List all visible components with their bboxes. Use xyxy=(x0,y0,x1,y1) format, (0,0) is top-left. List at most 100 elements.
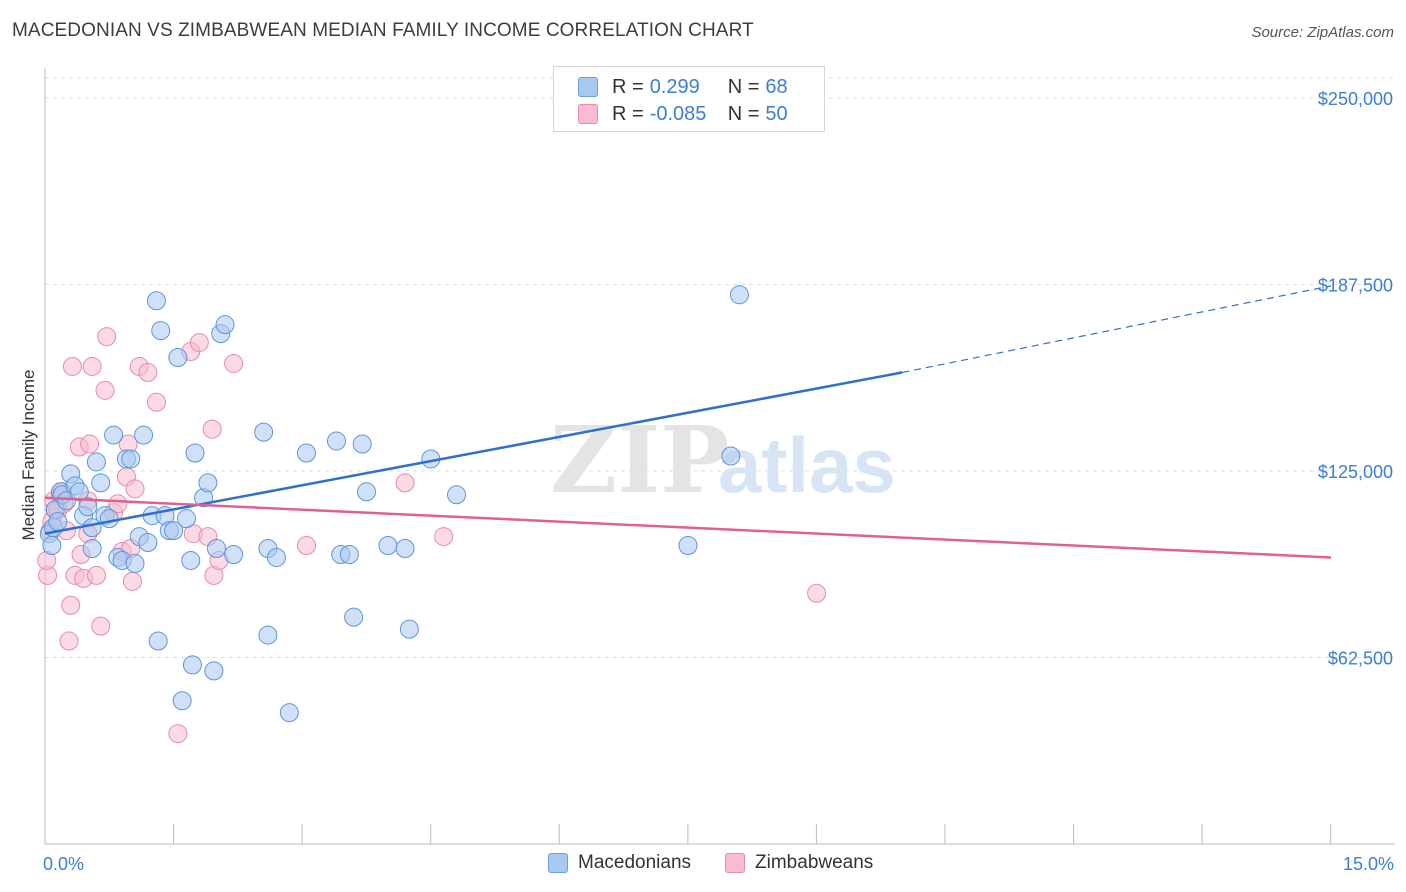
trend-line-zimbabweans xyxy=(44,496,1332,559)
y-tick-labels: $62,500 $125,000 $187,500 $250,000 xyxy=(1318,89,1393,669)
legend-swatch-zimbabweans xyxy=(725,853,746,873)
point-macedonians xyxy=(125,553,145,573)
point-zimbabweans xyxy=(80,434,100,454)
point-macedonians xyxy=(176,509,196,529)
trend-lines xyxy=(44,285,1332,559)
legend-label-macedonians: Macedonians xyxy=(578,852,692,873)
point-macedonians xyxy=(215,315,235,335)
y-tick-label: $250,000 xyxy=(1318,89,1393,109)
point-macedonians xyxy=(78,497,98,517)
watermark-zip: ZIP xyxy=(550,406,729,514)
point-zimbabweans xyxy=(61,595,81,615)
point-macedonians xyxy=(326,431,346,451)
legend-label-zimbabweans: Zimbabweans xyxy=(755,852,874,873)
point-zimbabweans xyxy=(125,479,145,499)
point-macedonians xyxy=(164,521,184,541)
point-macedonians xyxy=(204,661,224,681)
point-zimbabweans xyxy=(82,356,102,376)
point-zimbabweans xyxy=(138,362,158,382)
point-zimbabweans xyxy=(434,527,454,547)
point-macedonians xyxy=(151,321,171,341)
x-tick-label: 15.0% xyxy=(1343,854,1394,874)
point-macedonians xyxy=(104,425,124,445)
point-zimbabweans xyxy=(189,333,209,353)
point-macedonians xyxy=(86,452,106,472)
y-tick-label: $62,500 xyxy=(1328,648,1393,668)
point-zimbabweans xyxy=(91,616,111,636)
legend-item-zimbabweans: Zimbabweans xyxy=(725,852,873,874)
point-zimbabweans xyxy=(122,571,142,591)
point-macedonians xyxy=(121,449,141,469)
point-macedonians xyxy=(182,655,202,675)
point-macedonians xyxy=(258,625,278,645)
point-macedonians xyxy=(296,443,316,463)
point-macedonians xyxy=(134,425,154,445)
point-macedonians xyxy=(378,536,398,556)
point-zimbabweans xyxy=(59,631,79,651)
point-zimbabweans xyxy=(202,419,222,439)
point-macedonians xyxy=(99,509,119,529)
point-macedonians xyxy=(399,619,419,639)
point-macedonians xyxy=(721,446,741,466)
point-zimbabweans xyxy=(168,724,188,744)
point-macedonians xyxy=(181,550,201,570)
point-macedonians xyxy=(48,512,68,532)
series-zimbabweans xyxy=(37,327,827,744)
y-tick-label: $187,500 xyxy=(1318,275,1393,295)
gridlines xyxy=(45,77,1395,658)
x-tick-label: 0.0% xyxy=(43,854,84,874)
correlation-legend: R = 0.299 N = 68 R = -0.085 N = 50 xyxy=(553,66,825,132)
point-macedonians xyxy=(344,607,364,627)
point-zimbabweans xyxy=(296,536,316,556)
point-macedonians xyxy=(266,547,286,567)
point-macedonians xyxy=(69,482,89,502)
point-zimbabweans xyxy=(95,380,115,400)
point-macedonians xyxy=(42,536,62,556)
chart-title: MACEDONIAN VS ZIMBABWEAN MEDIAN FAMILY I… xyxy=(12,20,754,41)
point-macedonians xyxy=(224,544,244,564)
point-zimbabweans xyxy=(97,327,117,347)
legend-r-label: R = xyxy=(612,75,644,98)
point-zimbabweans xyxy=(62,356,82,376)
axes xyxy=(44,68,1395,845)
point-macedonians xyxy=(172,691,192,711)
legend-row-zimbabweans: R = -0.085 N = 50 xyxy=(578,100,788,128)
trend-line-macedonians xyxy=(44,371,903,535)
point-macedonians xyxy=(91,473,111,493)
legend-swatch-macedonians xyxy=(578,77,598,97)
x-tick-labels: 0.0% 15.0% xyxy=(43,854,1394,874)
point-macedonians xyxy=(352,434,372,454)
point-macedonians xyxy=(198,473,218,493)
legend-n-label: N = xyxy=(727,102,760,125)
point-macedonians xyxy=(254,422,274,442)
point-macedonians xyxy=(138,533,158,553)
source-credit: Source: ZipAtlas.com xyxy=(1251,24,1394,41)
point-zimbabweans xyxy=(108,494,128,514)
legend-r-value: -0.085 xyxy=(649,102,707,125)
legend-n-value: 50 xyxy=(765,102,788,125)
point-zimbabweans xyxy=(395,473,415,493)
point-macedonians xyxy=(357,482,376,502)
point-macedonians xyxy=(729,285,749,305)
point-macedonians xyxy=(206,539,226,559)
legend-row-macedonians: R = 0.299 N = 68 xyxy=(578,73,788,101)
legend-r-label: R = xyxy=(612,102,644,125)
point-zimbabweans xyxy=(224,353,244,373)
series-legend: Macedonians Zimbabweans xyxy=(548,852,907,874)
point-macedonians xyxy=(148,631,168,651)
point-macedonians xyxy=(168,347,188,367)
legend-n-value: 68 xyxy=(765,75,788,98)
point-macedonians xyxy=(185,443,205,463)
point-zimbabweans xyxy=(807,583,827,603)
point-macedonians xyxy=(146,291,166,311)
point-macedonians xyxy=(279,703,299,723)
point-macedonians xyxy=(395,539,415,559)
legend-swatch-zimbabweans xyxy=(578,104,598,124)
point-macedonians xyxy=(678,536,698,556)
legend-r-value: 0.299 xyxy=(649,75,700,98)
point-macedonians xyxy=(447,485,467,505)
watermark-atlas: atlas xyxy=(718,421,896,509)
legend-item-macedonians: Macedonians xyxy=(548,852,691,874)
legend-n-label: N = xyxy=(727,75,760,98)
